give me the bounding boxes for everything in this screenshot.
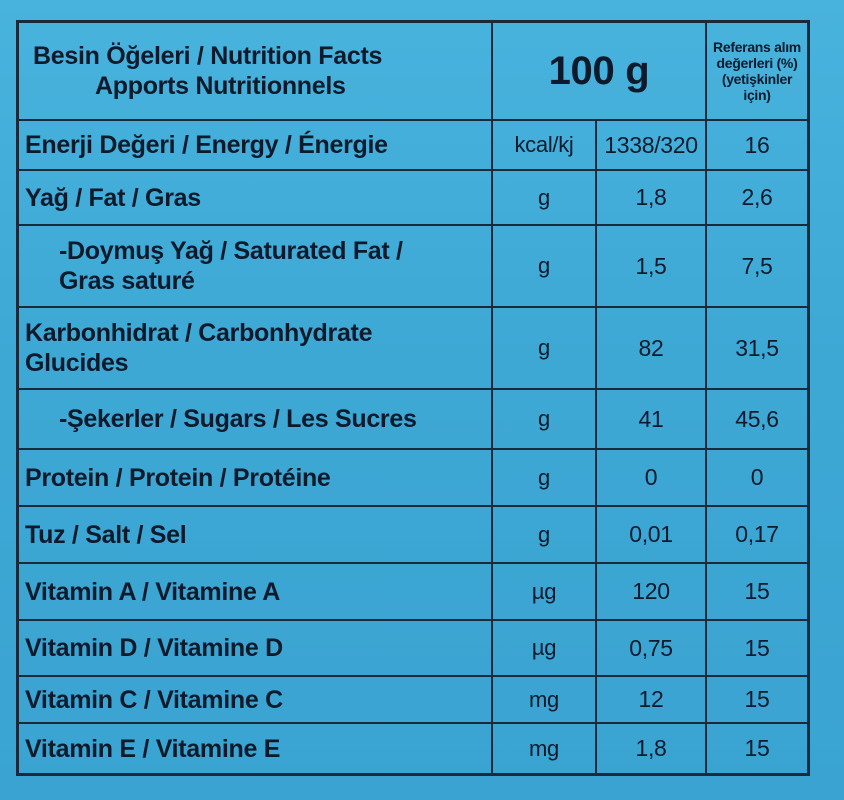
row-amount-sugars: 41 bbox=[597, 390, 707, 450]
row-unit-energy: kcal/kj bbox=[493, 121, 597, 171]
row-amount-carbohydrate: 82 bbox=[597, 308, 707, 390]
saturated-fat-line-1: -Doymuş Yağ / Saturated Fat / bbox=[59, 237, 403, 265]
row-unit-vitamin-a: µg bbox=[493, 564, 597, 621]
row-ref-saturated-fat: 7,5 bbox=[707, 226, 807, 308]
row-name-saturated-fat: -Doymuş Yağ / Saturated Fat / Gras satur… bbox=[19, 226, 493, 308]
row-amount-protein: 0 bbox=[597, 450, 707, 507]
row-unit-vitamin-c: mg bbox=[493, 677, 597, 724]
row-name-vitamin-d: Vitamin D / Vitamine D bbox=[19, 621, 493, 677]
ref-header-line-3: (yetişkinler bbox=[721, 71, 793, 87]
nutrition-table: Besin Öğeleri / Nutrition Facts Apports … bbox=[16, 20, 810, 776]
row-name-vitamin-e: Vitamin E / Vitamine E bbox=[19, 724, 493, 773]
row-name-vitamin-c: Vitamin C / Vitamine C bbox=[19, 677, 493, 724]
row-unit-saturated-fat: g bbox=[493, 226, 597, 308]
ref-header-line-4: için) bbox=[743, 87, 771, 103]
row-unit-protein: g bbox=[493, 450, 597, 507]
row-ref-carbohydrate: 31,5 bbox=[707, 308, 807, 390]
row-unit-vitamin-d: µg bbox=[493, 621, 597, 677]
row-unit-salt: g bbox=[493, 507, 597, 564]
row-ref-vitamin-c: 15 bbox=[707, 677, 807, 724]
carbohydrate-line-2: Glucides bbox=[25, 349, 129, 377]
row-ref-fat: 2,6 bbox=[707, 171, 807, 226]
row-ref-salt: 0,17 bbox=[707, 507, 807, 564]
row-ref-energy: 16 bbox=[707, 121, 807, 171]
row-name-salt: Tuz / Salt / Sel bbox=[19, 507, 493, 564]
row-ref-vitamin-a: 15 bbox=[707, 564, 807, 621]
row-name-fat: Yağ / Fat / Gras bbox=[19, 171, 493, 226]
row-amount-vitamin-a: 120 bbox=[597, 564, 707, 621]
row-ref-protein: 0 bbox=[707, 450, 807, 507]
row-amount-energy: 1338/320 bbox=[597, 121, 707, 171]
ref-header-line-2: değerleri (%) bbox=[716, 55, 798, 71]
row-amount-salt: 0,01 bbox=[597, 507, 707, 564]
quantity-header: 100 g bbox=[493, 23, 707, 121]
row-name-vitamin-a: Vitamin A / Vitamine A bbox=[19, 564, 493, 621]
saturated-fat-line-2: Gras saturé bbox=[59, 267, 195, 295]
row-amount-vitamin-c: 12 bbox=[597, 677, 707, 724]
row-ref-vitamin-e: 15 bbox=[744, 735, 770, 761]
row-ref-vitamin-d: 15 bbox=[707, 621, 807, 677]
table-title: Besin Öğeleri / Nutrition Facts Apports … bbox=[19, 23, 493, 121]
row-unit-fat: g bbox=[493, 171, 597, 226]
row-name-protein: Protein / Protein / Protéine bbox=[19, 450, 493, 507]
row-name-carbohydrate: Karbonhidrat / Carbonhydrate Glucides bbox=[19, 308, 493, 390]
title-line-2: Apports Nutritionnels bbox=[95, 72, 346, 100]
ref-header-line-1: Referans alım bbox=[713, 39, 801, 55]
row-name-sugars: -Şekerler / Sugars / Les Sucres bbox=[19, 390, 493, 450]
row-ref-sugars: 45,6 bbox=[707, 390, 807, 450]
title-line-1: Besin Öğeleri / Nutrition Facts bbox=[33, 42, 383, 70]
reference-intake-header: Referans alım değerleri (%) (yetişkinler… bbox=[707, 23, 807, 121]
row-amount-vitamin-d: 0,75 bbox=[597, 621, 707, 677]
row-name-energy: Enerji Değeri / Energy / Énergie bbox=[19, 121, 493, 171]
carbohydrate-line-1: Karbonhidrat / Carbonhydrate bbox=[25, 319, 373, 347]
row-amount-vitamin-e: 1,8 bbox=[597, 724, 707, 773]
row-amount-saturated-fat: 1,5 bbox=[597, 226, 707, 308]
row-amount-fat: 1,8 bbox=[597, 171, 707, 226]
row-unit-sugars: g bbox=[493, 390, 597, 450]
row-unit-vitamin-e: mg bbox=[493, 724, 597, 773]
row-unit-carbohydrate: g bbox=[493, 308, 597, 390]
